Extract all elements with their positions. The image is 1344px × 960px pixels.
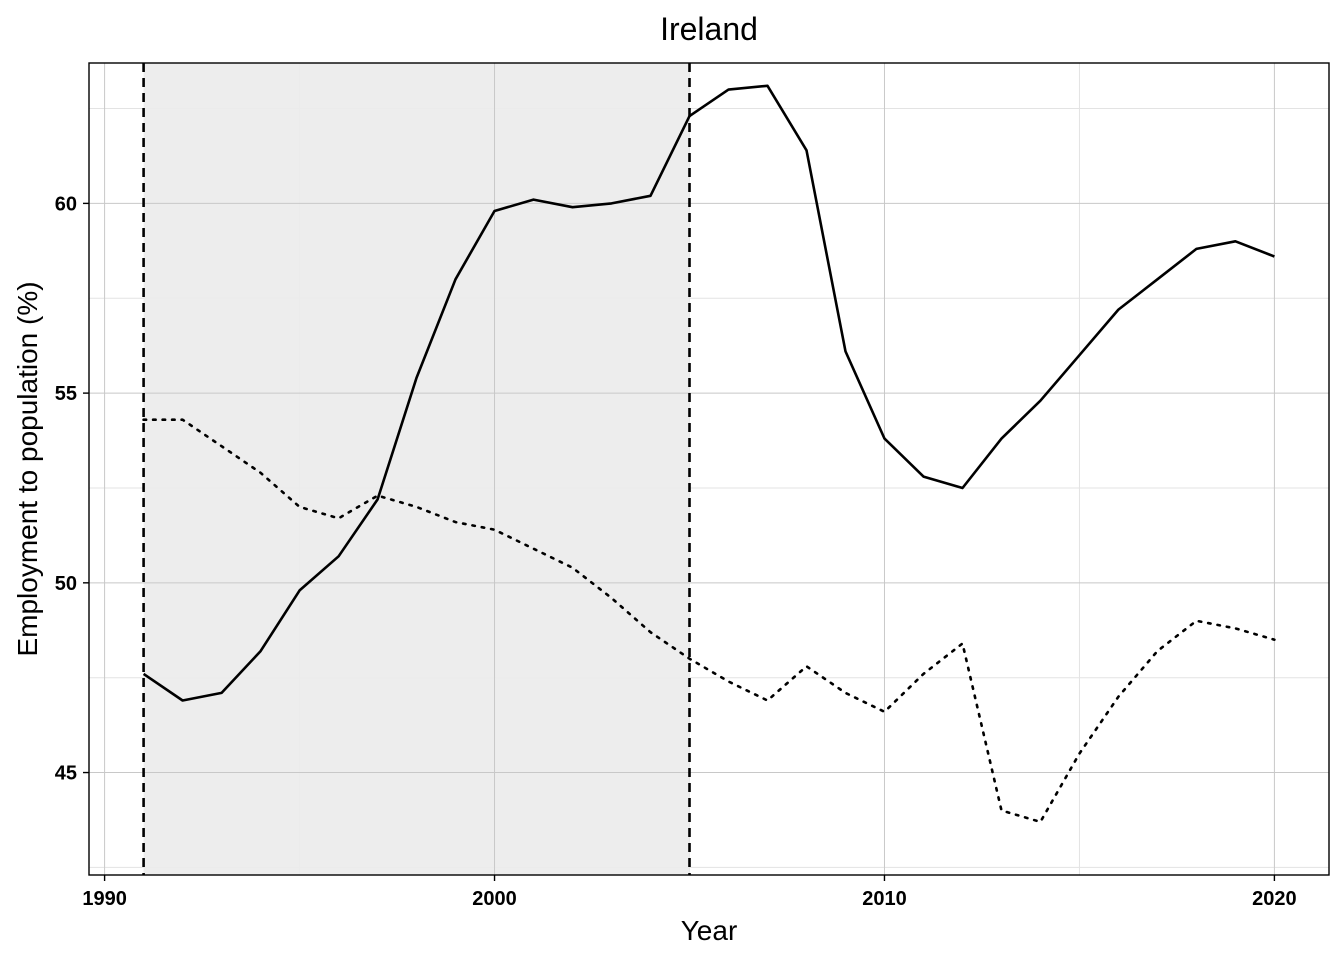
x-tick-label: 1990 — [82, 888, 127, 910]
chart-title: Ireland — [660, 11, 758, 47]
x-tick-label: 2010 — [862, 888, 907, 910]
x-tick-label: 2000 — [472, 888, 517, 910]
y-tick-label: 50 — [55, 573, 77, 595]
plot-area — [88, 62, 1330, 876]
shaded-period — [143, 63, 690, 875]
y-axis-label: Employment to population (%) — [12, 281, 43, 656]
y-axis: 45 50 55 60 — [55, 193, 89, 785]
series-line-dotted — [142, 418, 1276, 824]
x-tick-label: 2020 — [1252, 888, 1297, 910]
x-axis-label: Year — [681, 915, 738, 946]
series-line-solid — [142, 84, 1275, 702]
y-tick-label: 55 — [55, 383, 77, 405]
y-tick-label: 45 — [55, 763, 77, 785]
x-axis: 1990 2000 2010 2020 — [82, 875, 1297, 910]
major-gridlines — [89, 63, 1329, 875]
y-tick-label: 60 — [55, 193, 77, 215]
period-boundaries — [142, 63, 691, 875]
series-group — [142, 84, 1276, 824]
panel-border — [88, 62, 1330, 876]
